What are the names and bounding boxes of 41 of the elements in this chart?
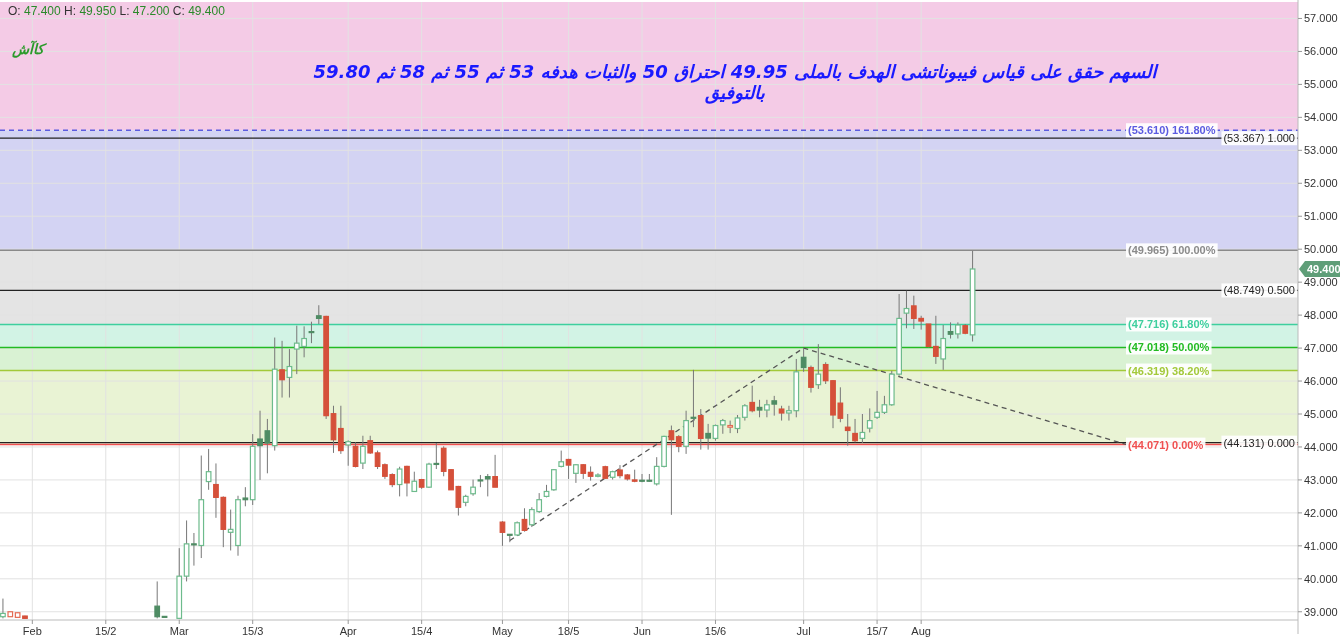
- chart-title: O: 47.400 H: 49.950 L: 47.200 C: 49.400: [8, 4, 226, 18]
- y-tick-label: 42.000: [1304, 506, 1338, 519]
- ref-label: (47.018) 50.00%: [1126, 340, 1212, 355]
- ref-label: (53.367) 1.000: [1221, 131, 1297, 146]
- ref-label: (53.610) 161.80%: [1126, 123, 1218, 138]
- x-tick-label: 15/3: [241, 625, 264, 637]
- y-tick-label: 43.000: [1304, 473, 1338, 486]
- y-tick-label: 52.000: [1304, 177, 1338, 190]
- ref-label: (47.716) 61.80%: [1126, 317, 1212, 332]
- x-tick-label: Aug: [911, 625, 931, 637]
- y-tick-label: 49.000: [1304, 276, 1338, 289]
- y-tick-label: 54.000: [1304, 111, 1338, 124]
- x-tick-label: Jun: [633, 625, 651, 637]
- y-tick-label: 50.000: [1304, 243, 1338, 256]
- y-tick-label: 39.000: [1304, 605, 1338, 618]
- x-tick-label: Apr: [339, 625, 358, 637]
- x-tick-label: Feb: [22, 625, 42, 637]
- x-tick-label: 15/4: [410, 625, 433, 637]
- x-tick-label: 15/7: [866, 625, 888, 637]
- x-tick-label: May: [492, 625, 514, 637]
- ref-label: (48.749) 0.500: [1221, 283, 1297, 298]
- x-tick-label: 15/6: [704, 625, 727, 637]
- y-tick-label: 41.000: [1304, 539, 1338, 552]
- y-tick-label: 53.000: [1304, 144, 1338, 157]
- ref-label: (49.965) 100.00%: [1126, 243, 1218, 258]
- annotation: كاآش: [11, 40, 48, 58]
- x-tick-label: 18/5: [557, 625, 580, 637]
- x-tick-label: 15/2: [95, 625, 117, 637]
- y-tick-label: 55.000: [1304, 78, 1338, 91]
- x-tick-label: Jul: [796, 625, 811, 637]
- y-tick-label: 40.000: [1304, 572, 1338, 585]
- y-tick-label: 46.000: [1304, 375, 1338, 388]
- y-tick-label: 56.000: [1304, 45, 1338, 58]
- y-tick-label: 45.000: [1304, 408, 1338, 420]
- y-tick-label: 51.000: [1304, 210, 1338, 223]
- y-tick-label: 47.000: [1304, 342, 1338, 355]
- y-tick-label: 48.000: [1304, 309, 1338, 322]
- x-tick-label: Mar: [169, 625, 190, 637]
- annotation: السهم حقق على قياس فيبوناتشى الهدف بالملى 49.95 احتراق 50 والثبات هدفه 53 ثم 55 ثم 58 ثم 59.80 بالتوفيق: [313, 61, 1160, 104]
- y-tick-label: 57.000: [1304, 12, 1338, 25]
- y-tick-label: 44.000: [1304, 440, 1338, 453]
